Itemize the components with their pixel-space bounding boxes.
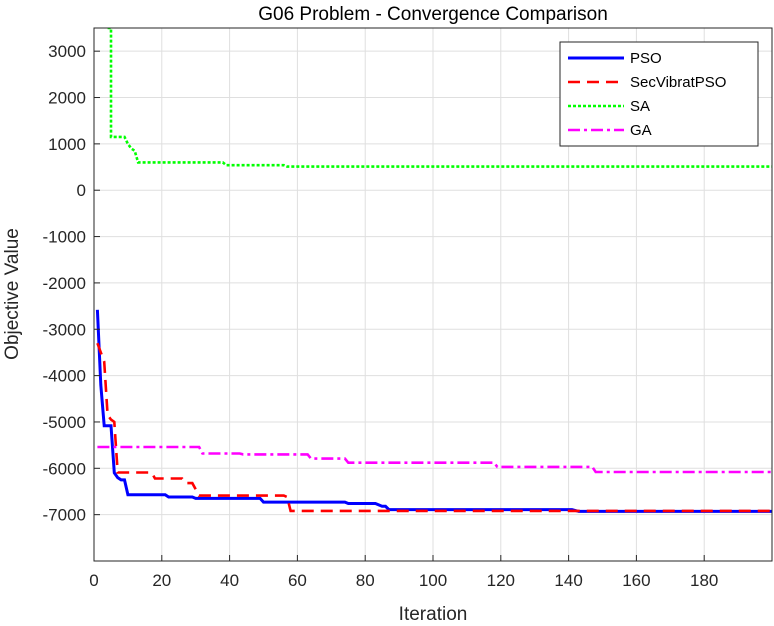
x-axis-title: Iteration — [399, 604, 468, 625]
legend-label: SA — [630, 98, 650, 115]
x-tick-label: 120 — [487, 571, 515, 590]
y-axis-title: Objective Value — [2, 228, 23, 360]
x-tick-label: 0 — [89, 571, 98, 590]
x-tick-label: 160 — [622, 571, 650, 590]
y-tick-label: -7000 — [43, 506, 86, 525]
y-tick-label: -2000 — [43, 274, 86, 293]
legend-label: PSO — [630, 50, 662, 67]
y-tick-label: -1000 — [43, 228, 86, 247]
y-tick-label: -4000 — [43, 367, 86, 386]
axis-ticks: 0 20 40 60 80 100 120 140 160 180 -7000 -6000 -5000 -… — [43, 42, 719, 590]
x-tick-label: 100 — [419, 571, 447, 590]
x-tick-label: 80 — [356, 571, 375, 590]
y-tick-label: -5000 — [43, 413, 86, 432]
y-tick-label: -3000 — [43, 320, 86, 339]
x-tick-label: 20 — [152, 571, 171, 590]
chart-title: G06 Problem - Convergence Comparison — [258, 4, 608, 25]
series-line-secvibratpso — [96, 342, 772, 513]
y-tick-label: 0 — [77, 181, 86, 200]
legend: PSO SecVibratPSO SA GA — [559, 41, 759, 147]
x-tick-label: 140 — [554, 571, 582, 590]
legend-label: GA — [630, 122, 652, 139]
y-tick-label: 1000 — [48, 135, 86, 154]
series-line-pso — [95, 309, 772, 513]
legend-label: SecVibratPSO — [630, 74, 726, 91]
x-tick-label: 40 — [220, 571, 239, 590]
series-line-sa — [107, 28, 772, 168]
x-tick-label: 60 — [288, 571, 307, 590]
x-tick-label: 180 — [690, 571, 718, 590]
y-tick-label: 3000 — [48, 42, 86, 61]
series-line-ga — [97, 445, 772, 474]
series-lines — [95, 28, 772, 513]
y-tick-label: 2000 — [48, 89, 86, 108]
y-tick-label: -6000 — [43, 459, 86, 478]
